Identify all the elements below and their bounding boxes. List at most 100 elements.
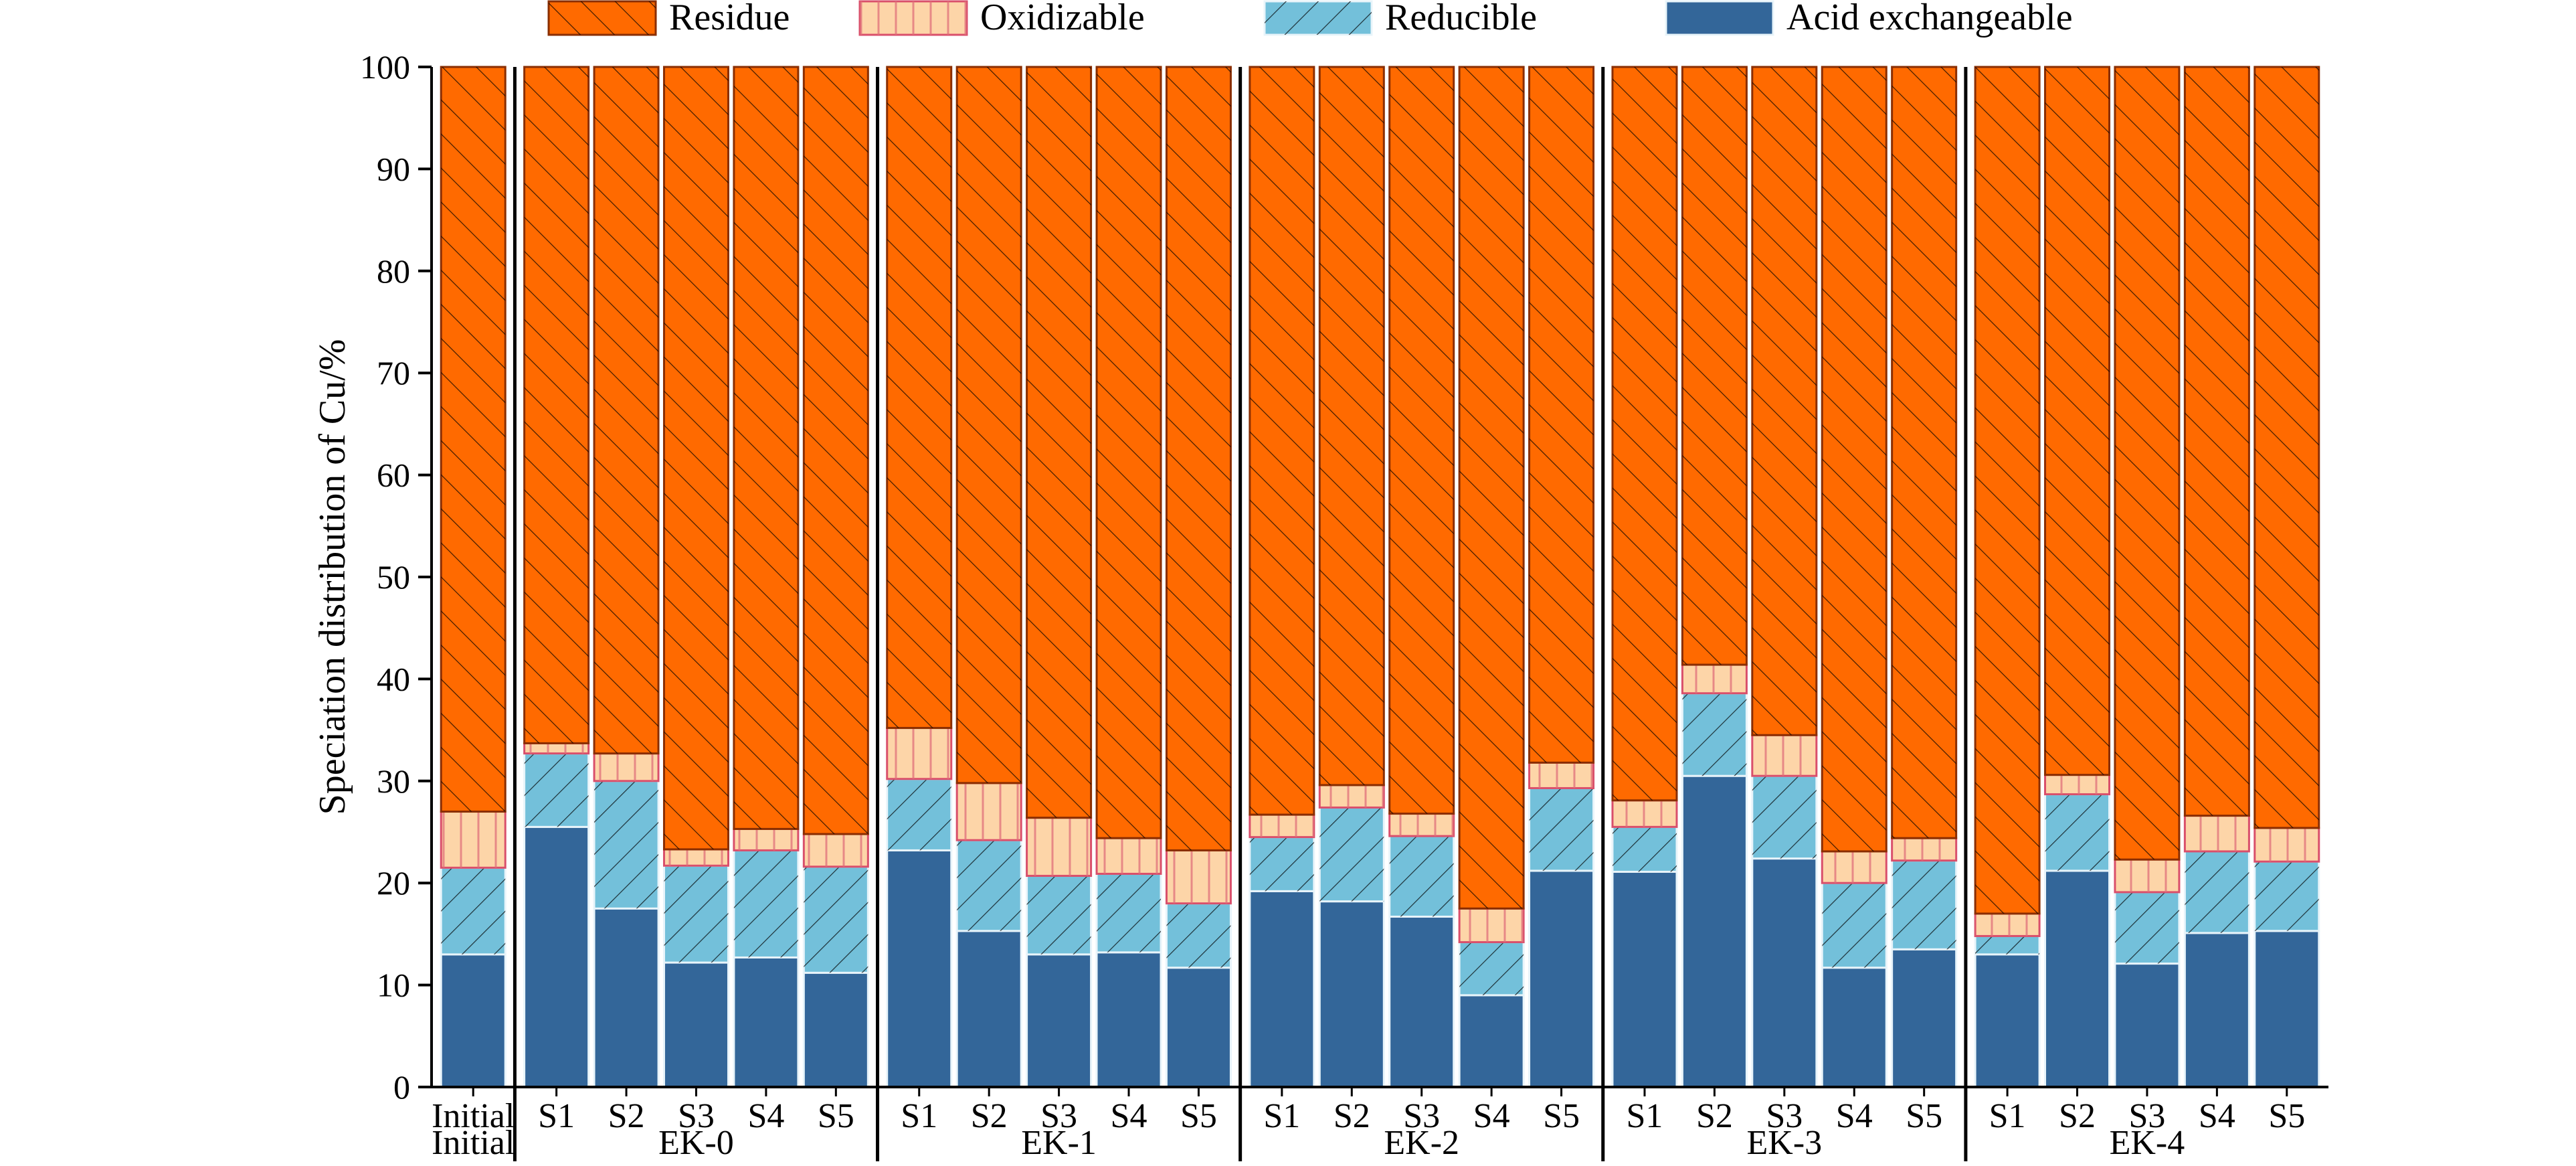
bar-pattern <box>1822 883 1887 968</box>
x-category-label: S2 <box>1333 1097 1370 1135</box>
bar-pattern <box>441 867 506 954</box>
bar-pattern <box>1097 67 1162 839</box>
bar-segment <box>2114 891 2181 965</box>
bar-segment <box>2183 850 2250 934</box>
bar-pattern <box>804 67 868 835</box>
bar-segment <box>802 833 869 868</box>
y-tick-label: 50 <box>377 558 410 596</box>
x-group-label: EK-0 <box>658 1124 734 1162</box>
x-category-label: S1 <box>901 1097 937 1135</box>
bar-fill <box>2253 930 2320 1088</box>
y-tick-label: 10 <box>377 967 410 1004</box>
bar-segment <box>1165 902 1232 969</box>
bar-pattern <box>1097 873 1162 952</box>
y-tick-label: 70 <box>377 354 410 392</box>
bar-segment <box>1165 66 1232 851</box>
bar-segment <box>1249 813 1315 839</box>
x-category-label: S1 <box>1627 1097 1663 1135</box>
bar-segment <box>1611 825 1678 873</box>
legend-item: Acid exchangeable <box>1665 0 2073 38</box>
x-category-label: S1 <box>538 1097 575 1135</box>
bar-fill <box>1751 857 1818 1088</box>
bar-segment <box>1458 66 1525 910</box>
bar-fill <box>1318 900 1385 1088</box>
bar-segment <box>440 953 507 1088</box>
bar-pattern <box>887 728 951 779</box>
bar-segment <box>802 865 869 974</box>
bar-pattern <box>1166 67 1231 851</box>
bar-pattern <box>1319 67 1384 785</box>
bar-pattern <box>1822 851 1887 884</box>
bar-fill <box>1611 870 1678 1088</box>
bar-pattern <box>1389 67 1454 814</box>
x-group-label: EK-2 <box>1384 1124 1459 1162</box>
bar-segment <box>1249 890 1315 1088</box>
y-tick-label: 20 <box>377 864 410 902</box>
legend: Residue Oxidizable Reducible Acid exchangea… <box>547 0 2073 38</box>
bar-pattern <box>2114 892 2179 964</box>
bar-segment <box>1821 66 1888 853</box>
bar-segment <box>662 961 729 1088</box>
bar-segment <box>2044 793 2111 872</box>
bar-segment <box>1681 692 1748 777</box>
bar-pattern <box>594 67 659 754</box>
bar-segment <box>1165 967 1232 1088</box>
bar-segment <box>1165 849 1232 905</box>
bar-segment <box>593 907 660 1088</box>
bar-pattern <box>1892 860 1956 950</box>
bar-pattern <box>1975 913 2040 936</box>
bar-pattern <box>1529 762 1594 788</box>
x-category-label: S1 <box>1989 1097 2026 1135</box>
bar-pattern <box>524 753 589 827</box>
x-category-label: S2 <box>2059 1097 2096 1135</box>
bar-pattern <box>1166 850 1231 904</box>
bar-segment <box>1974 953 2041 1088</box>
bar-pattern <box>1389 813 1454 837</box>
bar-fill <box>1458 994 1525 1088</box>
bar-pattern <box>1459 908 1524 942</box>
bar-fill <box>1249 890 1315 1088</box>
bar-segment <box>523 825 590 1088</box>
bar-segment <box>440 866 507 956</box>
bar-pattern <box>664 865 729 963</box>
bar-segment <box>1751 774 1818 860</box>
bar-segment <box>733 827 800 851</box>
bar-segment <box>886 778 953 851</box>
bar-fill <box>733 956 800 1088</box>
bar-segment <box>440 66 507 813</box>
bar-pattern <box>733 67 798 829</box>
bar-segment <box>2253 827 2320 863</box>
bar-segment <box>2114 963 2181 1088</box>
bar-pattern <box>1682 67 1747 665</box>
bar-segment <box>593 780 660 910</box>
bar-pattern <box>2254 827 2319 862</box>
bar-pattern <box>1892 838 1956 861</box>
bar-segment <box>1891 837 1958 862</box>
bar-pattern <box>1612 800 1677 827</box>
x-category-label: S2 <box>971 1097 1008 1135</box>
bar-segment <box>1458 941 1525 997</box>
bar-segment <box>955 782 1022 841</box>
bar-pattern <box>957 67 1022 783</box>
bar-segment <box>1681 774 1748 1088</box>
bar-pattern <box>594 753 659 781</box>
bar-segment <box>1026 817 1093 878</box>
bar-segment <box>1974 934 2041 956</box>
bar-fill <box>802 971 869 1088</box>
bar-pattern <box>1026 876 1091 954</box>
x-category-label: S4 <box>2199 1097 2235 1135</box>
bar-pattern <box>1319 784 1384 808</box>
bar-pattern <box>733 850 798 958</box>
bar-segment <box>1318 900 1385 1088</box>
bar-segment <box>1249 66 1315 816</box>
x-category-label: S5 <box>1906 1097 1942 1135</box>
y-tick-label: 0 <box>393 1068 410 1106</box>
y-tick-label: 40 <box>377 660 410 697</box>
bar-segment <box>733 849 800 959</box>
bar-segment <box>1681 663 1748 695</box>
bar-pattern <box>1249 67 1314 815</box>
bar-segment <box>2183 815 2250 853</box>
x-category-label: S1 <box>1263 1097 1300 1135</box>
bar-fill <box>1388 915 1455 1088</box>
bar-pattern <box>2114 859 2179 892</box>
